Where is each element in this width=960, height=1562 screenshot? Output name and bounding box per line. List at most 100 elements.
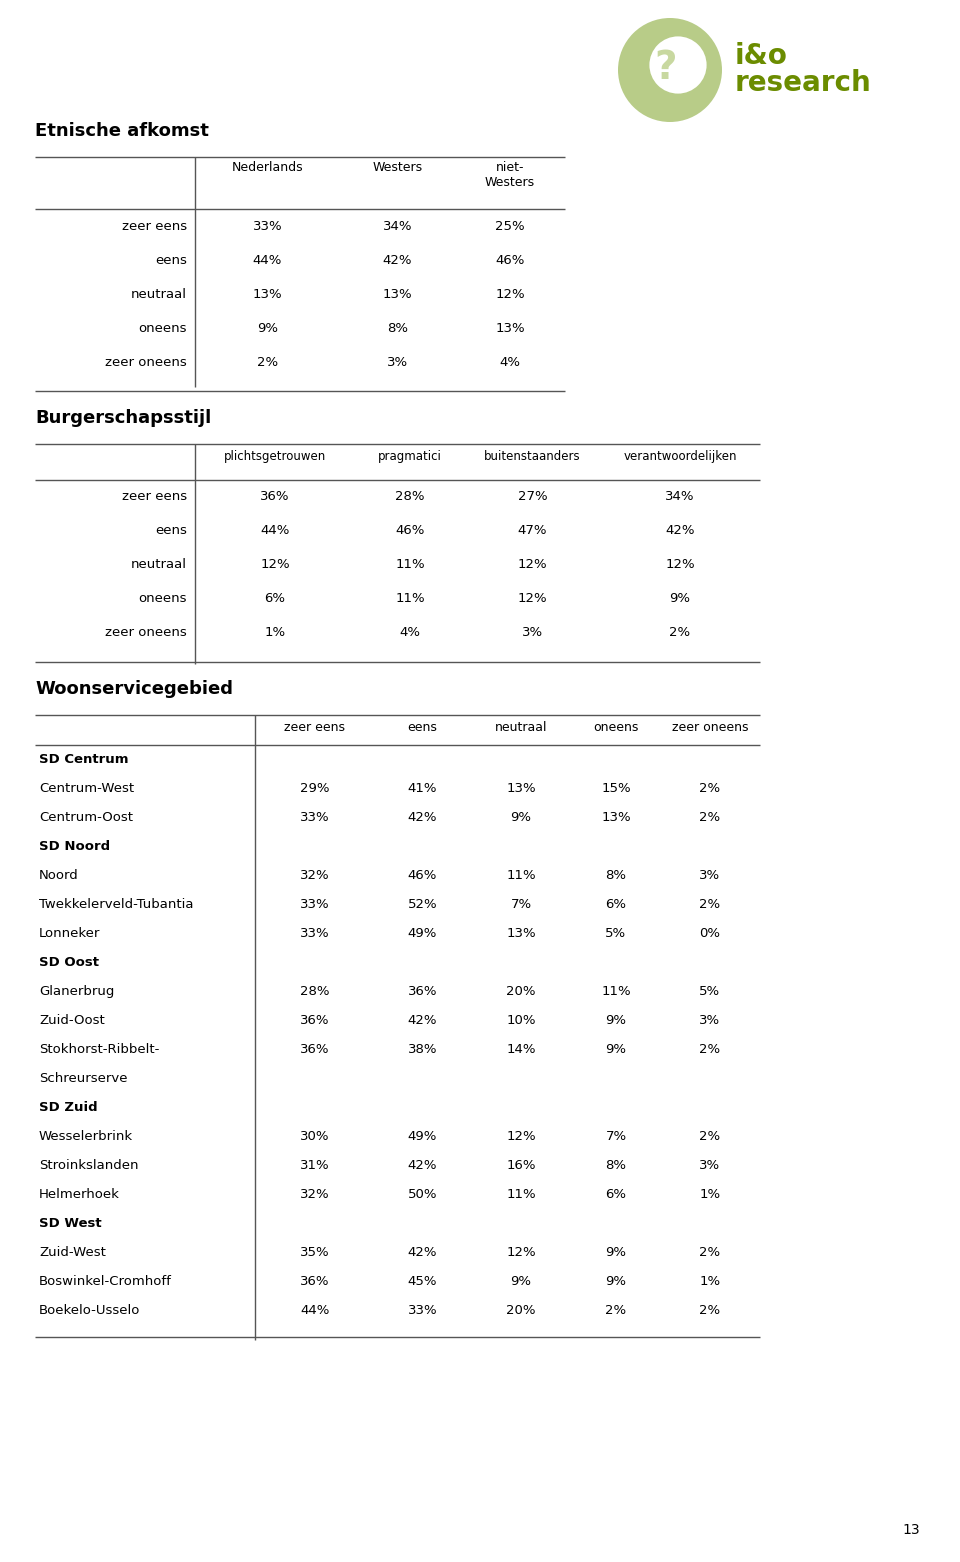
Text: oneens: oneens bbox=[593, 722, 638, 734]
Text: 20%: 20% bbox=[506, 986, 536, 998]
Text: 8%: 8% bbox=[387, 322, 408, 334]
Text: 3%: 3% bbox=[522, 626, 543, 639]
Text: Twekkelerveld-Tubantia: Twekkelerveld-Tubantia bbox=[39, 898, 194, 911]
Text: 44%: 44% bbox=[300, 1304, 329, 1317]
Text: 2%: 2% bbox=[257, 356, 278, 369]
Text: 13%: 13% bbox=[601, 811, 631, 825]
Text: 8%: 8% bbox=[606, 868, 627, 883]
Text: 52%: 52% bbox=[408, 898, 438, 911]
Text: 11%: 11% bbox=[506, 1189, 536, 1201]
Text: SD Centrum: SD Centrum bbox=[39, 753, 129, 765]
Text: Noord: Noord bbox=[39, 868, 79, 883]
Text: neutraal: neutraal bbox=[131, 559, 187, 572]
Text: 49%: 49% bbox=[408, 926, 437, 940]
Text: Wesselerbrink: Wesselerbrink bbox=[39, 1129, 133, 1143]
Text: pragmatici: pragmatici bbox=[378, 450, 442, 462]
Text: Centrum-West: Centrum-West bbox=[39, 783, 134, 795]
Text: eens: eens bbox=[156, 253, 187, 267]
Text: eens: eens bbox=[408, 722, 438, 734]
Text: 33%: 33% bbox=[300, 811, 330, 825]
Text: SD Oost: SD Oost bbox=[39, 956, 99, 968]
Text: 6%: 6% bbox=[606, 898, 627, 911]
Text: 34%: 34% bbox=[383, 220, 412, 233]
Text: 46%: 46% bbox=[495, 253, 525, 267]
Text: 6%: 6% bbox=[606, 1189, 627, 1201]
Text: Boswinkel-Cromhoff: Boswinkel-Cromhoff bbox=[39, 1275, 172, 1289]
Text: 38%: 38% bbox=[408, 1043, 437, 1056]
Text: 3%: 3% bbox=[700, 1159, 721, 1172]
Text: 0%: 0% bbox=[700, 926, 721, 940]
Text: Stroinkslanden: Stroinkslanden bbox=[39, 1159, 138, 1172]
Text: Zuid-Oost: Zuid-Oost bbox=[39, 1014, 105, 1026]
Text: 27%: 27% bbox=[517, 490, 547, 503]
Text: 12%: 12% bbox=[260, 559, 290, 572]
Text: 3%: 3% bbox=[700, 1014, 721, 1026]
Text: oneens: oneens bbox=[138, 592, 187, 606]
Text: 30%: 30% bbox=[300, 1129, 329, 1143]
Text: Zuid-West: Zuid-West bbox=[39, 1246, 106, 1259]
Text: 45%: 45% bbox=[408, 1275, 437, 1289]
Text: neutraal: neutraal bbox=[131, 287, 187, 300]
Text: Etnische afkomst: Etnische afkomst bbox=[35, 122, 209, 141]
Text: 32%: 32% bbox=[300, 868, 330, 883]
Text: 46%: 46% bbox=[396, 525, 424, 537]
Text: zeer eens: zeer eens bbox=[284, 722, 346, 734]
Text: 14%: 14% bbox=[506, 1043, 536, 1056]
Text: 1%: 1% bbox=[700, 1275, 721, 1289]
Text: 36%: 36% bbox=[408, 986, 437, 998]
Text: 2%: 2% bbox=[700, 1129, 721, 1143]
Text: plichtsgetrouwen: plichtsgetrouwen bbox=[224, 450, 326, 462]
Text: 13%: 13% bbox=[506, 783, 536, 795]
Text: 2%: 2% bbox=[700, 1304, 721, 1317]
Text: 9%: 9% bbox=[669, 592, 690, 606]
Text: 1%: 1% bbox=[700, 1189, 721, 1201]
Text: 9%: 9% bbox=[257, 322, 278, 334]
Text: 9%: 9% bbox=[606, 1014, 627, 1026]
Text: 7%: 7% bbox=[511, 898, 532, 911]
Text: 15%: 15% bbox=[601, 783, 631, 795]
Text: 11%: 11% bbox=[506, 868, 536, 883]
Text: 13%: 13% bbox=[506, 926, 536, 940]
Text: Lonneker: Lonneker bbox=[39, 926, 101, 940]
Text: 9%: 9% bbox=[606, 1043, 627, 1056]
Text: 7%: 7% bbox=[606, 1129, 627, 1143]
Text: 50%: 50% bbox=[408, 1189, 437, 1201]
Text: 46%: 46% bbox=[408, 868, 437, 883]
Text: 42%: 42% bbox=[408, 1014, 437, 1026]
Circle shape bbox=[649, 36, 707, 94]
Text: 28%: 28% bbox=[396, 490, 424, 503]
Text: Schreurserve: Schreurserve bbox=[39, 1072, 128, 1086]
Text: Nederlands: Nederlands bbox=[231, 161, 303, 173]
Text: 13%: 13% bbox=[252, 287, 282, 300]
Text: 16%: 16% bbox=[506, 1159, 536, 1172]
Text: 2%: 2% bbox=[700, 1246, 721, 1259]
Text: 47%: 47% bbox=[517, 525, 547, 537]
Text: Boekelo-Usselo: Boekelo-Usselo bbox=[39, 1304, 140, 1317]
Text: 4%: 4% bbox=[399, 626, 420, 639]
Text: 34%: 34% bbox=[665, 490, 695, 503]
Text: oneens: oneens bbox=[138, 322, 187, 334]
Text: 2%: 2% bbox=[700, 1043, 721, 1056]
Text: zeer oneens: zeer oneens bbox=[672, 722, 748, 734]
Text: zeer oneens: zeer oneens bbox=[106, 356, 187, 369]
Text: 2%: 2% bbox=[669, 626, 690, 639]
Text: Stokhorst-Ribbelt-: Stokhorst-Ribbelt- bbox=[39, 1043, 159, 1056]
Text: 44%: 44% bbox=[260, 525, 290, 537]
Text: 13%: 13% bbox=[495, 322, 525, 334]
Text: 33%: 33% bbox=[300, 898, 330, 911]
Text: 12%: 12% bbox=[506, 1246, 536, 1259]
Text: 42%: 42% bbox=[408, 1159, 437, 1172]
Text: eens: eens bbox=[156, 525, 187, 537]
Text: 2%: 2% bbox=[700, 811, 721, 825]
Text: 12%: 12% bbox=[517, 592, 547, 606]
Text: 13: 13 bbox=[902, 1523, 920, 1537]
Text: 12%: 12% bbox=[495, 287, 525, 300]
Text: 1%: 1% bbox=[264, 626, 285, 639]
Text: 44%: 44% bbox=[252, 253, 282, 267]
Text: 13%: 13% bbox=[383, 287, 412, 300]
Text: 29%: 29% bbox=[300, 783, 329, 795]
Text: 5%: 5% bbox=[606, 926, 627, 940]
Text: SD Zuid: SD Zuid bbox=[39, 1101, 98, 1114]
Text: 5%: 5% bbox=[700, 986, 721, 998]
Text: 32%: 32% bbox=[300, 1189, 330, 1201]
